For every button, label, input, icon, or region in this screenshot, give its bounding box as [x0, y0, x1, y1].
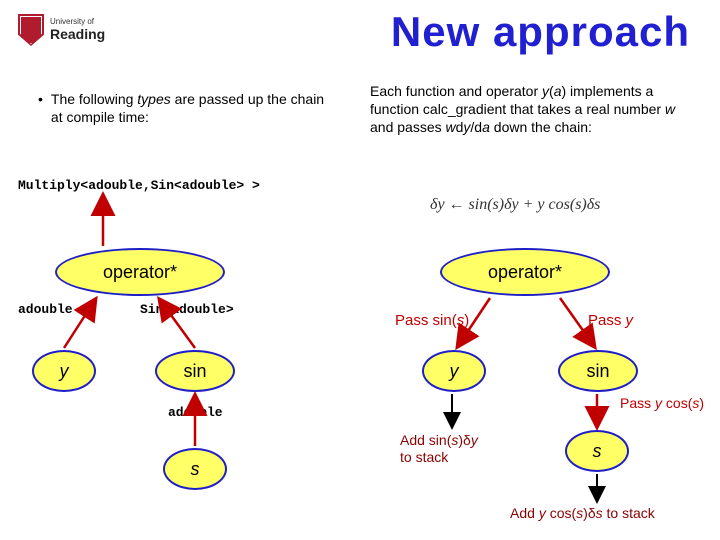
pass-sins: Pass sin(s) — [395, 312, 469, 329]
bullet-left: • The following types are passed up the … — [38, 90, 338, 126]
logo-name: Reading — [50, 27, 105, 42]
bullet-left-text: The following types are passed up the ch… — [51, 90, 338, 126]
left-op-ellipse: operator* — [55, 248, 225, 296]
left-sin-adouble: Sin<adouble> — [140, 302, 234, 317]
left-op-label: operator* — [103, 262, 177, 283]
logo-text: University of Reading — [50, 18, 105, 42]
left-adouble: adouble — [18, 302, 73, 317]
right-op-label: operator* — [488, 262, 562, 283]
right-s-label: s — [593, 441, 602, 462]
right-op-ellipse: operator* — [440, 248, 610, 296]
left-y-label: y — [60, 361, 69, 382]
add1: Add sin(s)δyto stack — [400, 432, 478, 466]
right-sin-label: sin — [586, 361, 609, 382]
right-y-label: y — [450, 361, 459, 382]
pass-y: Pass y — [588, 312, 633, 329]
add2: Add y cos(s)δs to stack — [510, 505, 655, 521]
left-adouble2: adouble — [168, 405, 223, 420]
formula: δy ← sin(s)δy + y cos(s)δs — [430, 196, 600, 214]
left-y-ellipse: y — [32, 350, 96, 392]
shield-icon — [18, 14, 44, 46]
right-s-ellipse: s — [565, 430, 629, 472]
page-title: New approach — [391, 8, 690, 56]
left-sin-label: sin — [183, 361, 206, 382]
left-sin-ellipse: sin — [155, 350, 235, 392]
right-y-ellipse: y — [422, 350, 486, 392]
right-sin-ellipse: sin — [558, 350, 638, 392]
code-line: Multiply<adouble,Sin<adouble> > — [18, 178, 260, 193]
logo: University of Reading — [18, 14, 105, 46]
bullet-right: Each function and operator y(a) implemen… — [370, 82, 690, 137]
pass-ycos: Pass y cos(s) — [620, 395, 704, 411]
left-s-ellipse: s — [163, 448, 227, 490]
bullet-dot: • — [38, 90, 43, 126]
left-s-label: s — [191, 459, 200, 480]
